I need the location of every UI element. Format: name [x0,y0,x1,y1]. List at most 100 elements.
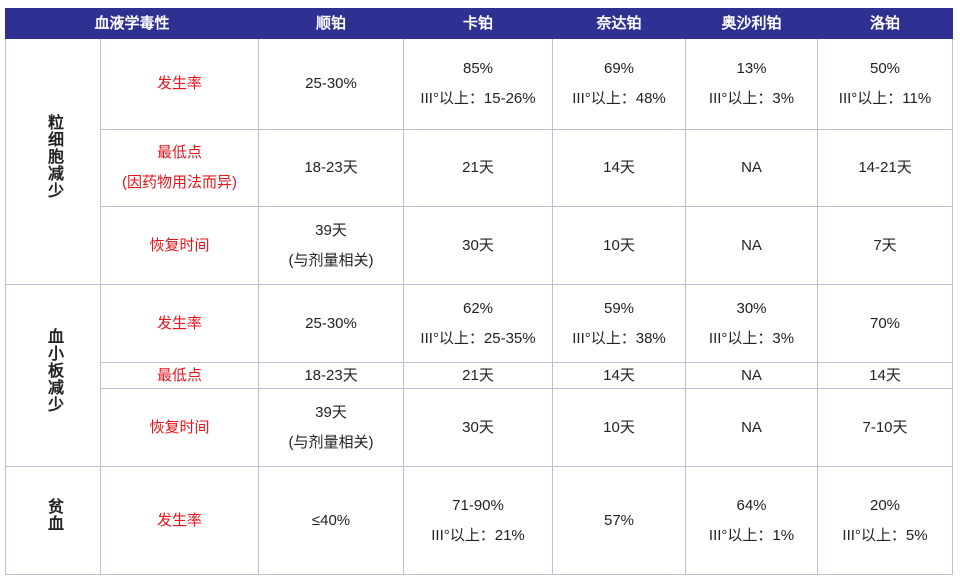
header-title: 血液学毒性 [4,8,260,39]
cell-line: 14天 [603,366,635,384]
row-label-line: 发生率 [157,314,203,332]
cell-line: 30天 [462,418,494,436]
cell-line: III°以上：21% [431,526,525,544]
cell-line: 85% [463,60,494,77]
table-row: 最低点 (因药物用法而异) 18-23天 21天 14天 NA 14-21天 [6,129,954,207]
value-cell: 85% III°以上：15-26% [403,38,554,130]
cell-line: NA [741,236,762,254]
cell-line: 39天 [315,221,347,239]
value-cell: 69% III°以上：48% [552,38,687,130]
cell-line: 18-23天 [304,159,358,176]
cell-line: 14天 [869,366,901,384]
row-label: 发生率 [99,284,260,363]
value-cell: 62% III°以上：25-35% [403,284,554,363]
value-cell: ≤40% [258,466,405,575]
row-label: 发生率 [99,466,260,575]
value-cell: 10天 [552,206,687,285]
row-label: 恢复时间 [99,206,260,285]
header-row: 血液学毒性 顺铂 卡铂 奈达铂 奥沙利铂 洛铂 [4,8,954,39]
value-cell: NA [685,206,819,285]
cell-line: NA [741,418,762,436]
cell-line: III°以上：5% [842,526,928,544]
cell-line: 20% [870,496,901,514]
cell-line: 14-21天 [858,159,912,176]
table-row: 粒细胞减少 发生率 25-30% 85% III°以上：15-26% 69% III°以上：… [5,38,954,285]
column-header: 顺铂 [258,8,405,39]
cell-line: 21天 [462,159,494,176]
value-cell: 7-10天 [817,388,954,467]
cell-line: 64% [736,496,767,514]
value-cell: 70% [817,284,954,363]
value-cell: 39天 (与剂量相关) [258,388,405,467]
cell-line: III°以上：48% [572,90,666,107]
table-row: 贫血 发生率 ≤40% 71-90% III°以上：21% 57% 64% III°以上：1%… [5,466,954,575]
value-cell: 50% III°以上：11% [817,38,954,130]
row-label-line: 最低点 [157,366,203,384]
value-cell: 25-30% [258,38,405,130]
column-header: 奈达铂 [552,8,687,39]
cell-line: ≤40% [311,511,351,529]
row-label: 最低点 [99,362,260,389]
value-cell: 30天 [403,206,554,285]
group-label: 贫血 [5,466,101,575]
value-cell: 64% III°以上：1% [685,466,819,575]
row-label-line: 恢复时间 [149,418,210,436]
value-cell: 59% III°以上：38% [552,284,687,363]
value-cell: 14天 [552,362,687,389]
value-cell: 57% [552,466,687,575]
value-cell: 39天 (与剂量相关) [258,206,405,285]
value-cell: 10天 [552,388,687,467]
value-cell: NA [685,362,819,389]
cell-line: 18-23天 [304,366,358,384]
row-label-line: 发生率 [157,75,203,92]
cell-line: III°以上：15-26% [420,90,536,107]
table-row: 恢复时间 39天 (与剂量相关) 30天 10天 NA 7天 [6,206,954,285]
value-cell: 13% III°以上：3% [685,38,819,130]
cell-line: (与剂量相关) [288,433,374,451]
cell-line: III°以上：3% [708,329,795,347]
value-cell: 30天 [403,388,554,467]
row-label-line: (因药物用法而异) [122,174,237,191]
cell-line: 71-90% [452,496,504,514]
value-cell: 21天 [403,362,554,389]
table-row: 恢复时间 39天 (与剂量相关) 30天 10天 NA 7-10天 [6,388,954,467]
row-label-line: 发生率 [157,511,203,529]
value-cell: 14天 [552,129,687,207]
cell-line: 13% [736,60,767,77]
cell-line: 7天 [873,236,897,254]
row-label-line: 最低点 [157,144,203,161]
value-cell: 18-23天 [258,362,405,389]
value-cell: 7天 [817,206,954,285]
column-header: 卡铂 [403,8,554,39]
cell-line: 10天 [603,418,635,436]
table-row: 血小板减少 发生率 25-30% 62% III°以上：25-35% 59% III°以上：… [5,284,954,467]
cell-line: 39天 [315,403,347,421]
value-cell: 14天 [817,362,954,389]
row-label-line: 恢复时间 [149,236,210,254]
value-cell: 30% III°以上：3% [685,284,819,363]
value-cell: NA [685,129,819,207]
cell-line: 59% [604,299,635,317]
cell-line: NA [741,366,762,384]
cell-line: NA [741,159,762,176]
cell-line: III°以上：25-35% [420,329,536,347]
table-body: 粒细胞减少 发生率 25-30% 85% III°以上：15-26% 69% III°以上：… [5,38,954,575]
cell-line: 70% [870,314,901,332]
group-label: 粒细胞减少 [5,38,101,285]
column-header: 洛铂 [817,8,954,39]
cell-line: 14天 [603,159,635,176]
cell-line: 57% [604,511,635,529]
row-label: 发生率 [99,38,260,130]
row-label: 最低点 (因药物用法而异) [99,129,260,207]
cell-line: 25-30% [305,75,357,92]
cell-line: 21天 [462,366,494,384]
cell-line: 7-10天 [862,418,908,436]
cell-line: 10天 [603,236,635,254]
cell-line: III°以上：1% [708,526,795,544]
group-label: 血小板减少 [5,284,101,467]
cell-line: 25-30% [305,314,357,332]
value-cell: 25-30% [258,284,405,363]
toxicity-table: 血液学毒性 顺铂 卡铂 奈达铂 奥沙利铂 洛铂 粒细胞减少 发生率 25-30% 85% III… [4,8,954,575]
cell-line: III°以上：38% [572,329,666,347]
